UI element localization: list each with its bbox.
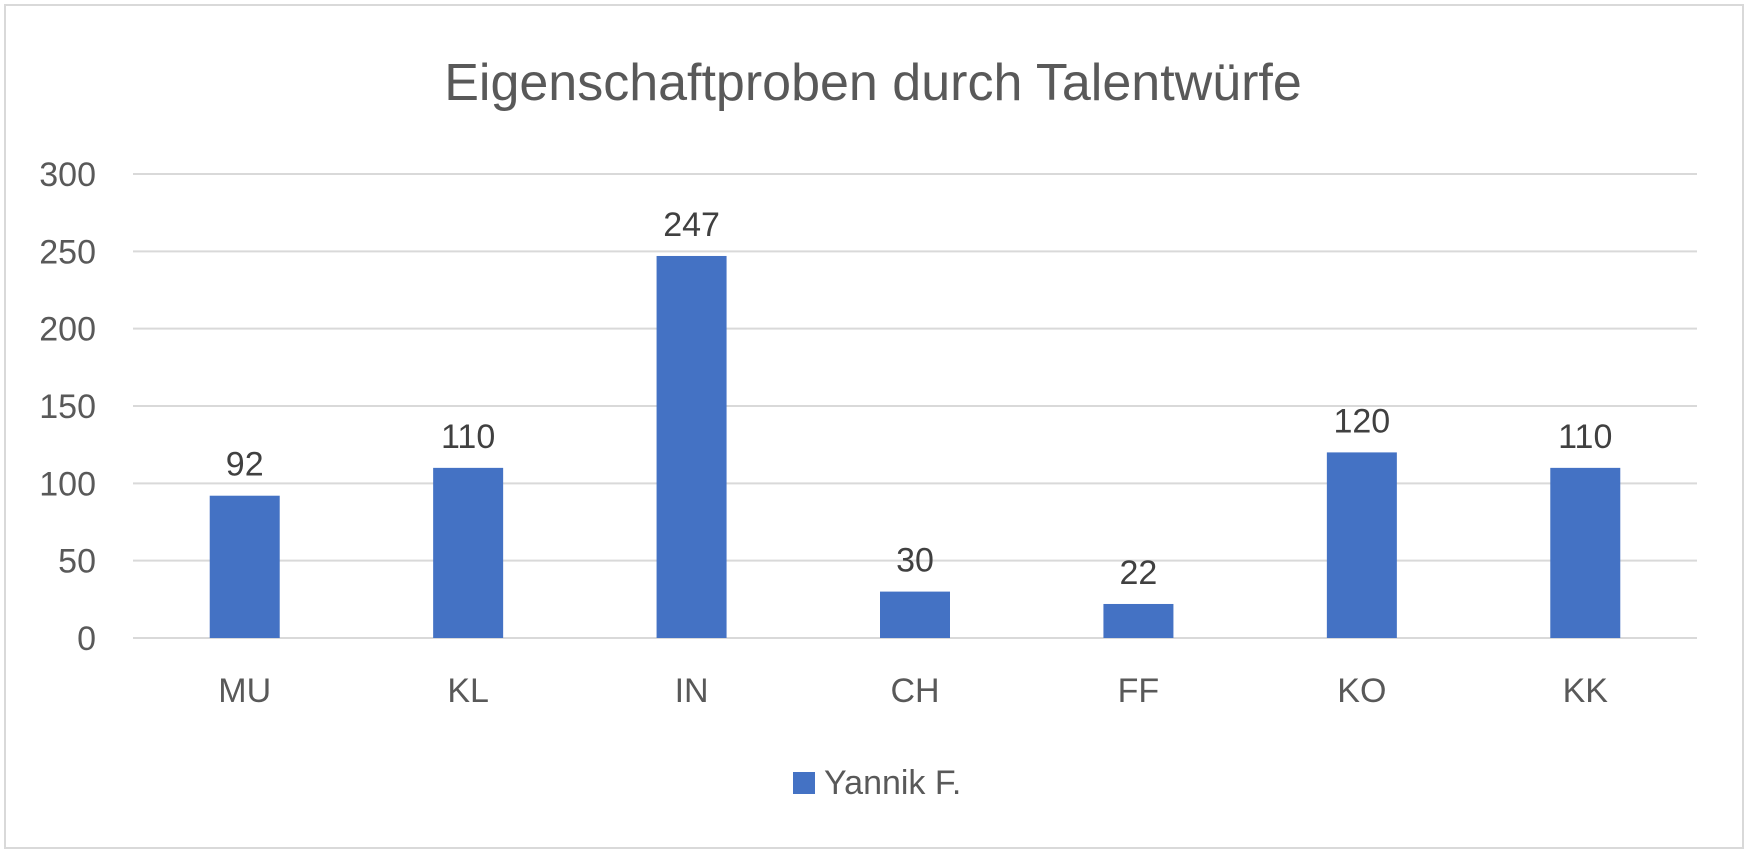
y-tick-label: 50 bbox=[58, 543, 96, 581]
bar-ko bbox=[1326, 452, 1397, 638]
y-tick-label: 0 bbox=[77, 620, 96, 658]
legend-label: Yannik F. bbox=[824, 764, 961, 802]
x-tick-label: FF bbox=[1118, 672, 1160, 710]
y-tick-label: 100 bbox=[39, 465, 96, 503]
y-tick-label: 200 bbox=[39, 311, 96, 349]
data-label-in: 247 bbox=[663, 206, 720, 244]
data-label-ff: 22 bbox=[1120, 554, 1158, 592]
y-tick-label: 300 bbox=[39, 156, 96, 194]
y-tick-label: 250 bbox=[39, 233, 96, 271]
x-tick-label: KO bbox=[1337, 672, 1386, 710]
data-label-kl: 110 bbox=[441, 418, 495, 456]
x-axis-ticks: MU KL IN CH FF KO KK bbox=[218, 672, 1608, 710]
x-tick-label: IN bbox=[675, 672, 709, 710]
y-axis-ticks: 0 50 100 150 200 250 300 bbox=[39, 156, 96, 658]
gridlines bbox=[133, 173, 1697, 639]
y-tick-label: 150 bbox=[39, 388, 96, 426]
data-label-ko: 120 bbox=[1333, 402, 1390, 440]
bar-kk bbox=[1550, 467, 1621, 638]
bar-ch bbox=[880, 591, 950, 638]
bar-mu bbox=[209, 495, 280, 638]
bar-ff bbox=[1103, 603, 1174, 638]
x-tick-label: MU bbox=[218, 672, 271, 710]
data-labels: 92 110 247 30 22 120 110 bbox=[226, 206, 1613, 592]
bars bbox=[209, 255, 1621, 638]
data-label-mu: 92 bbox=[226, 446, 264, 484]
x-tick-label: CH bbox=[890, 672, 939, 710]
bar-kl bbox=[433, 467, 504, 638]
legend: Yannik F. bbox=[793, 764, 961, 802]
data-label-kk: 110 bbox=[1558, 418, 1612, 456]
x-tick-label: KK bbox=[1563, 672, 1609, 710]
data-label-ch: 30 bbox=[896, 542, 934, 580]
chart-frame bbox=[4, 4, 1744, 849]
x-tick-label: KL bbox=[447, 672, 489, 710]
chart-title: Eigenschaftproben durch Talentwürfe bbox=[444, 54, 1302, 112]
bar-in bbox=[656, 255, 727, 638]
legend-swatch bbox=[793, 772, 815, 794]
